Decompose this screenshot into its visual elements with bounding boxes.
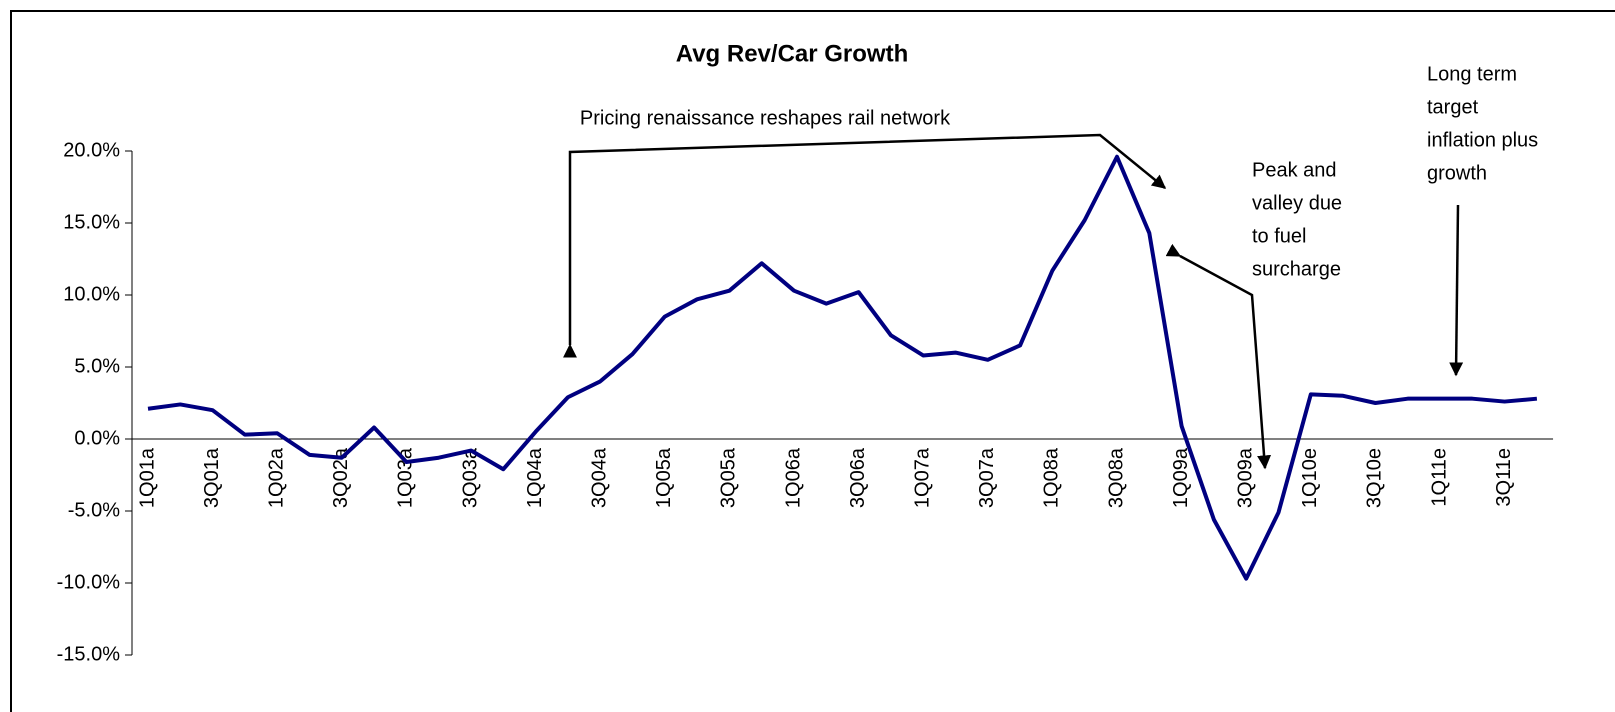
annotation: inflation plus (1427, 129, 1538, 151)
x-tick-label: 3Q08a (1105, 447, 1127, 508)
x-tick-label: 1Q11e (1428, 448, 1450, 507)
annotation: surcharge (1252, 258, 1341, 280)
x-tick-label: 1Q08a (1041, 447, 1063, 508)
annotation: valley due (1252, 192, 1342, 214)
annotation: growth (1427, 162, 1487, 184)
arrow (1449, 204, 1464, 377)
annotation: target (1427, 96, 1479, 118)
x-tick-label: 1Q04a (524, 447, 546, 508)
x-tick-label: 3Q11e (1493, 448, 1515, 507)
y-tick-label: 15.0% (63, 211, 120, 233)
arrow (563, 133, 1167, 358)
annotation: Long term (1427, 63, 1517, 85)
x-tick-label: 1Q09a (1170, 447, 1192, 508)
y-tick-label: 20.0% (63, 139, 120, 161)
arrow (1165, 243, 1272, 470)
annotation: to fuel (1252, 225, 1306, 247)
x-tick-label: 3Q06a (847, 447, 869, 508)
series-line (147, 154, 1538, 581)
x-tick-label: 3Q10e (1364, 448, 1386, 508)
y-tick-label: -5.0% (68, 499, 120, 521)
y-tick-label: 0.0% (74, 427, 120, 449)
x-tick-label: 3Q07a (976, 447, 998, 508)
x-tick-label: 1Q01a (136, 447, 158, 508)
y-tick-label: -10.0% (57, 571, 121, 593)
chart-title: Avg Rev/Car Growth (676, 40, 909, 67)
arrows (563, 133, 1464, 470)
annotation: Pricing renaissance reshapes rail networ… (580, 107, 951, 129)
x-tick-label: 1Q05a (653, 447, 675, 508)
x-tick-label: 3Q04a (588, 447, 610, 508)
x-tick-label: 3Q03a (459, 447, 481, 508)
x-tick-label: 3Q09a (1234, 447, 1256, 508)
x-tick-label: 3Q02a (330, 447, 352, 508)
x-tick-label: 1Q06a (782, 447, 804, 508)
y-tick-label: 10.0% (63, 283, 120, 305)
x-tick-label: 1Q02a (265, 447, 287, 508)
x-tick-label: 1Q10e (1299, 448, 1321, 508)
x-tick-label: 3Q05a (718, 447, 740, 508)
annotation: Peak and (1252, 159, 1337, 181)
x-tick-label: 3Q01a (201, 447, 223, 508)
x-tick-label: 1Q07a (911, 447, 933, 508)
y-tick-label: 5.0% (74, 355, 120, 377)
x-tick-label: 1Q03a (395, 447, 417, 508)
frame (10, 10, 1615, 712)
y-tick-label: -15.0% (57, 643, 121, 665)
